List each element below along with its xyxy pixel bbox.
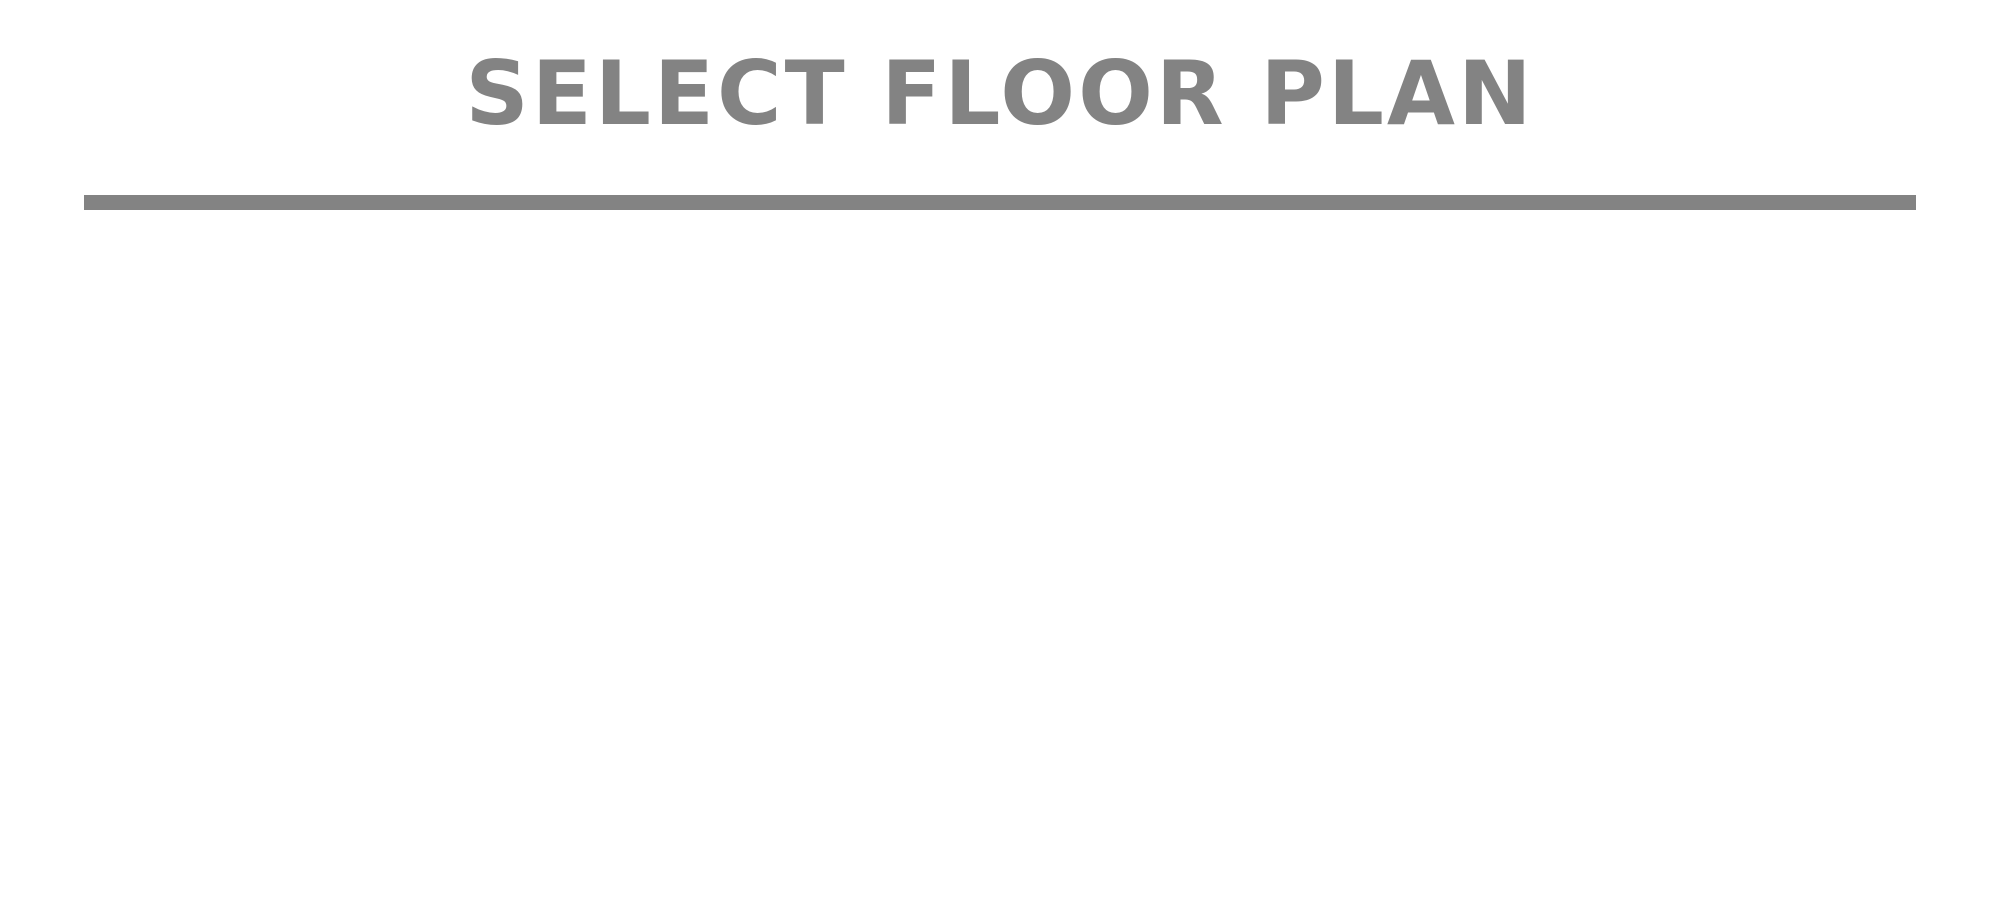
- page-title: SELECT FLOOR PLAN: [465, 42, 1535, 145]
- title-divider: [84, 195, 1916, 210]
- page-header: SELECT FLOOR PLAN: [84, 0, 1916, 220]
- floor-plan-content-area: [84, 220, 1916, 900]
